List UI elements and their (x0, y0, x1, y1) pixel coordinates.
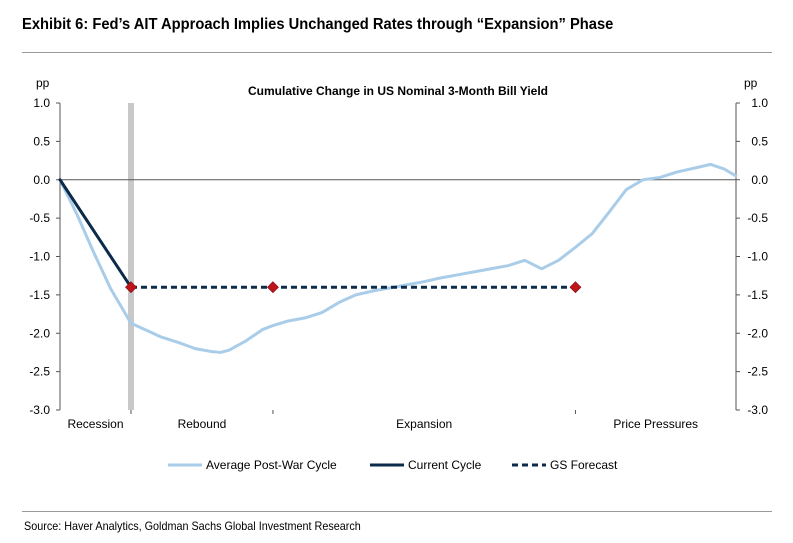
y-tick-label-left: -2.5 (29, 365, 50, 379)
y-tick-label-left: -3.0 (29, 403, 50, 417)
forecast-marker (267, 281, 279, 294)
phase-label-recession: Recession (67, 417, 123, 431)
y-tick-label-right: 0.5 (751, 134, 768, 148)
y-tick-label-right: -3.0 (747, 403, 768, 417)
y-tick-label-left: 1.0 (33, 96, 50, 110)
y-tick-label-right: -1.0 (747, 250, 768, 264)
phase-label-rebound: Rebound (178, 417, 227, 431)
y-tick-label-right: -1.5 (747, 288, 768, 302)
y-tick-label-right: -2.0 (747, 326, 768, 340)
legend-label-gs-forecast: GS Forecast (550, 458, 618, 472)
phase-label-price-pressures: Price Pressures (613, 417, 698, 431)
source-note: Source: Haver Analytics, Goldman Sachs G… (24, 519, 361, 533)
forecast-marker (125, 281, 137, 294)
y-tick-label-right: -0.5 (747, 211, 768, 225)
y-tick-label-right: 0.0 (751, 173, 768, 187)
y-tick-label-right: -2.5 (747, 365, 768, 379)
series-average-post-war-cycle (58, 162, 738, 354)
y-axis-unit-right: pp (744, 76, 758, 90)
title-divider (22, 52, 772, 53)
y-tick-label-left: -0.5 (29, 211, 50, 225)
y-tick-label-left: -2.0 (29, 326, 50, 340)
y-tick-label-right: 1.0 (751, 96, 768, 110)
y-tick-label-left: -1.5 (29, 288, 50, 302)
chart-title: Cumulative Change in US Nominal 3-Month … (248, 84, 548, 98)
legend-label-average-post-war-cycle: Average Post-War Cycle (206, 458, 337, 472)
recession-band (127, 103, 134, 410)
source-divider (22, 511, 772, 512)
y-axis-unit-left: pp (36, 76, 50, 90)
legend-label-current-cycle: Current Cycle (408, 458, 482, 472)
forecast-marker (569, 281, 582, 294)
exhibit-title: Exhibit 6: Fed’s AIT Approach Implies Un… (22, 16, 614, 33)
y-tick-label-left: 0.0 (33, 173, 50, 187)
y-tick-label-left: -1.0 (29, 250, 50, 264)
phase-label-expansion: Expansion (396, 417, 452, 431)
y-tick-label-left: 0.5 (33, 134, 50, 148)
series-current-cycle (58, 178, 133, 289)
